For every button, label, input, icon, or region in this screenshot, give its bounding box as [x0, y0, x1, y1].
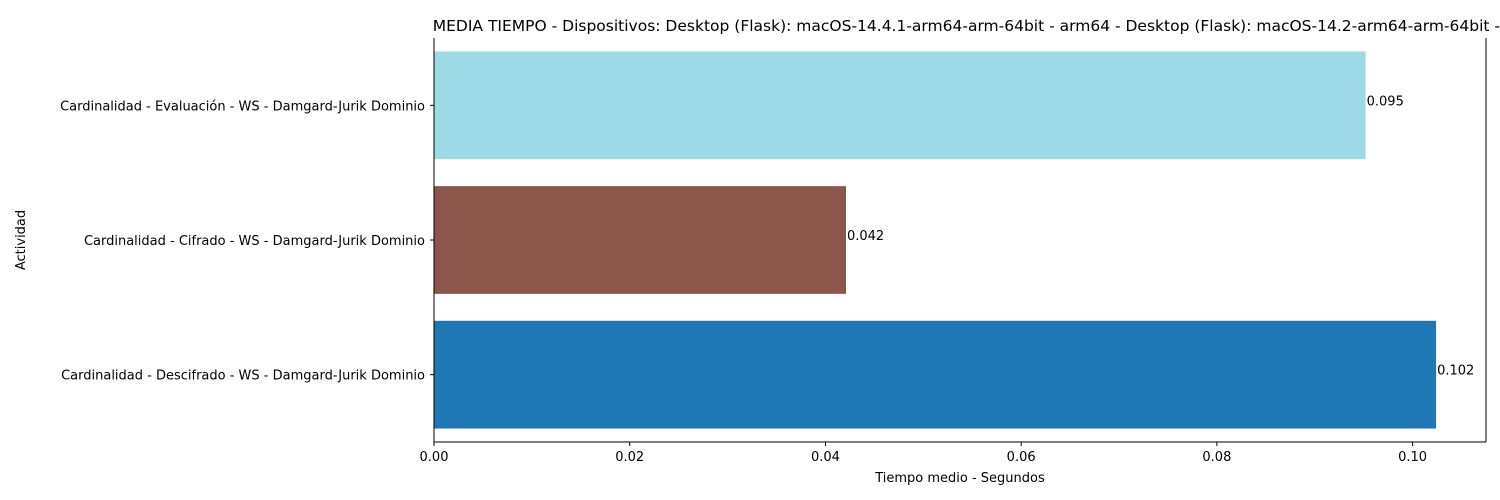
bar-data-label: 0.102 — [1437, 364, 1474, 379]
x-tick-label: 0.08 — [1202, 450, 1231, 465]
bar-2 — [434, 186, 846, 294]
bar-3 — [434, 320, 1437, 429]
x-axis-label: Tiempo medio - Segundos — [874, 471, 1045, 486]
y-axis-label: Actividad — [14, 210, 29, 270]
y-tick-label: Cardinalidad - Descifrado - WS - Damgard… — [61, 369, 425, 384]
x-tick-label: 0.04 — [811, 450, 840, 465]
chart-title: MEDIA TIEMPO - Dispositivos: Desktop (Fl… — [433, 17, 1500, 35]
y-tick-label: Cardinalidad - Cifrado - WS - Damgard-Ju… — [84, 234, 425, 249]
bar-1 — [434, 51, 1366, 160]
bar-data-label: 0.095 — [1367, 94, 1404, 109]
x-tick-label: 0.06 — [1007, 450, 1036, 465]
x-tick-label: 0.02 — [615, 450, 644, 465]
x-tick-label: 0.00 — [420, 450, 449, 465]
x-tick-label: 0.10 — [1398, 450, 1427, 465]
y-tick-label: Cardinalidad - Evaluación - WS - Damgard… — [60, 99, 425, 114]
bar-data-label: 0.042 — [847, 229, 884, 244]
